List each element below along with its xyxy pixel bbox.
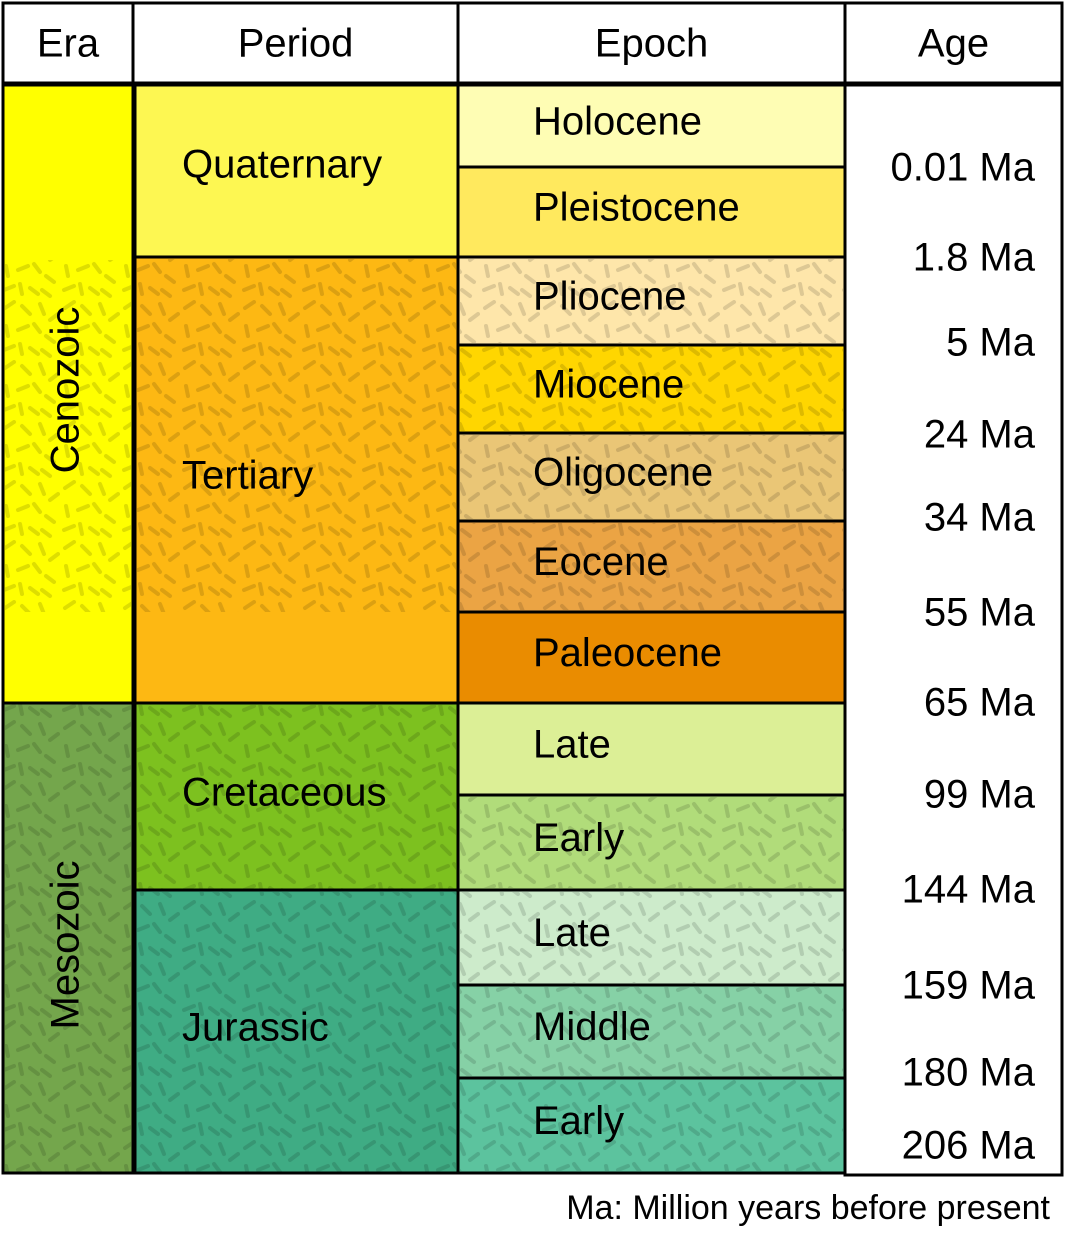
cell xyxy=(456,701,847,797)
period-label: Jurassic xyxy=(182,1006,329,1050)
texture xyxy=(460,347,843,431)
header-label: Age xyxy=(918,22,989,66)
era-label: Cenozoic xyxy=(44,307,88,474)
texture xyxy=(137,259,456,612)
epoch-label: Oligocene xyxy=(533,451,713,495)
age-label: 55 Ma xyxy=(924,591,1036,635)
epoch-label: Pliocene xyxy=(533,275,686,319)
texture xyxy=(460,523,843,610)
epoch-label: Pleistocene xyxy=(533,186,740,230)
header-label: Era xyxy=(37,22,100,66)
epoch-label: Late xyxy=(533,911,611,955)
texture xyxy=(5,260,131,612)
footnote: Ma: Million years before present xyxy=(566,1189,1050,1227)
age-label: 144 Ma xyxy=(902,868,1036,912)
epoch-label: Late xyxy=(533,723,611,767)
era-label: Mesozoic xyxy=(44,861,88,1030)
age-label: 206 Ma xyxy=(902,1124,1036,1168)
header-cell xyxy=(131,1,460,85)
texture xyxy=(460,797,843,888)
period-label: Quaternary xyxy=(182,143,382,187)
texture xyxy=(460,259,843,343)
period-label: Cretaceous xyxy=(182,771,387,815)
header-label: Period xyxy=(238,22,354,66)
cell xyxy=(456,610,847,705)
cell xyxy=(133,83,460,259)
header-cell xyxy=(1,1,135,85)
cell xyxy=(456,83,847,169)
age-label: 5 Ma xyxy=(946,321,1036,365)
header-cell xyxy=(843,1,1064,85)
texture xyxy=(5,703,131,1173)
texture xyxy=(460,987,843,1076)
epoch-label: Early xyxy=(533,816,624,860)
epoch-label: Eocene xyxy=(533,540,669,584)
age-label: 24 Ma xyxy=(924,413,1036,457)
header-cell xyxy=(456,1,847,85)
epoch-label: Holocene xyxy=(533,100,702,144)
age-column xyxy=(843,83,1064,1177)
epoch-label: Middle xyxy=(533,1005,651,1049)
header-label: Epoch xyxy=(595,22,708,66)
age-label: 34 Ma xyxy=(924,496,1036,540)
age-label: 99 Ma xyxy=(924,773,1036,817)
age-label: 1.8 Ma xyxy=(913,236,1036,280)
age-label: 65 Ma xyxy=(924,681,1036,725)
epoch-label: Miocene xyxy=(533,363,684,407)
epoch-label: Paleocene xyxy=(533,631,722,675)
texture xyxy=(137,705,456,890)
age-label: 0.01 Ma xyxy=(890,146,1035,190)
period-label: Tertiary xyxy=(182,454,313,498)
age-label: 180 Ma xyxy=(902,1051,1036,1095)
texture xyxy=(460,435,843,519)
texture xyxy=(137,892,456,1173)
texture xyxy=(460,892,843,983)
texture xyxy=(460,1080,843,1171)
age-label: 159 Ma xyxy=(902,964,1036,1008)
epoch-label: Early xyxy=(533,1099,624,1143)
